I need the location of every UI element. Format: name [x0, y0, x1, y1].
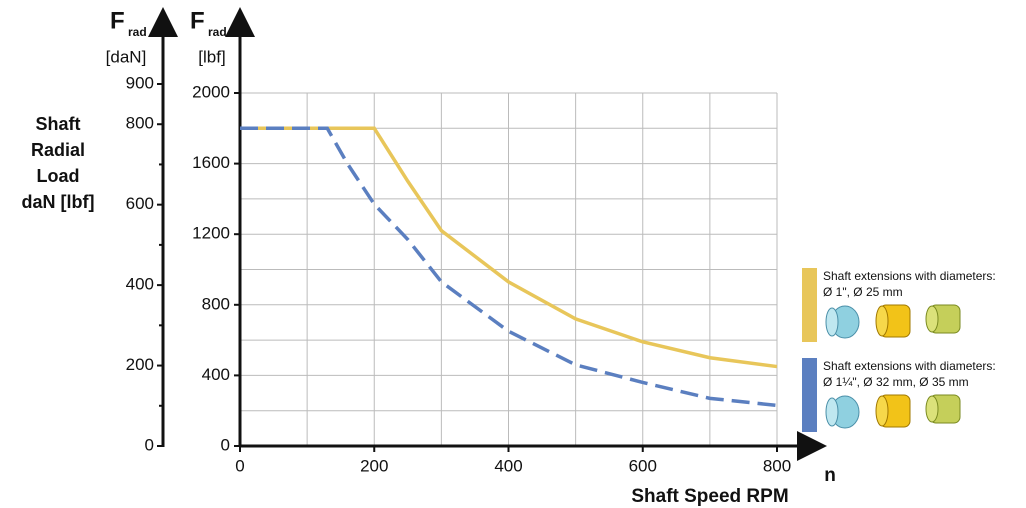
x-tick-label: 600	[629, 456, 657, 475]
x-symbol: n	[824, 465, 836, 486]
data-line	[240, 126, 778, 408]
y-tick-label: 1600	[192, 153, 230, 172]
y-tick-label: 0	[221, 435, 230, 454]
y-label: Shaft	[36, 114, 81, 134]
legend-heading: Shaft extensions with diameters:	[823, 269, 996, 283]
y-label: daN [lbf]	[22, 192, 95, 212]
data-line	[240, 126, 778, 369]
y-label: Load	[37, 166, 80, 186]
y2-tick-label: 200	[126, 355, 154, 374]
legend-heading: Shaft extensions with diameters:	[823, 359, 996, 373]
y2-tick-label: 400	[126, 275, 154, 294]
x-tick-label: 0	[235, 456, 244, 475]
x-label: Shaft Speed RPM	[631, 486, 788, 507]
axis-symbol: F	[110, 7, 125, 34]
legend-swatch	[802, 268, 817, 342]
axis-subscript: rad	[208, 25, 227, 39]
x-tick-label: 800	[763, 456, 791, 475]
axis-symbol: F	[190, 7, 205, 34]
y-tick-label: 1200	[192, 224, 230, 243]
axis-unit: [lbf]	[198, 47, 225, 66]
legend-icons	[825, 304, 961, 429]
y-tick-label: 2000	[192, 82, 230, 101]
y-tick-label: 400	[202, 365, 230, 384]
x-tick-label: 200	[360, 456, 388, 475]
legend-swatch	[802, 358, 817, 432]
y2-tick-label: 0	[145, 435, 154, 454]
legend-label: Ø 1", Ø 25 mm	[823, 285, 903, 299]
axis-subscript: rad	[128, 25, 147, 39]
axis-unit: [daN]	[106, 47, 147, 66]
y-label: Radial	[31, 140, 85, 160]
x-tick-label: 400	[494, 456, 522, 475]
legend-label: Ø 1¼", Ø 32 mm, Ø 35 mm	[823, 375, 969, 389]
y2-tick-label: 600	[126, 194, 154, 213]
y2-tick-label: 800	[126, 114, 154, 133]
y-tick-label: 800	[202, 294, 230, 313]
y2-tick-label: 900	[126, 73, 154, 92]
